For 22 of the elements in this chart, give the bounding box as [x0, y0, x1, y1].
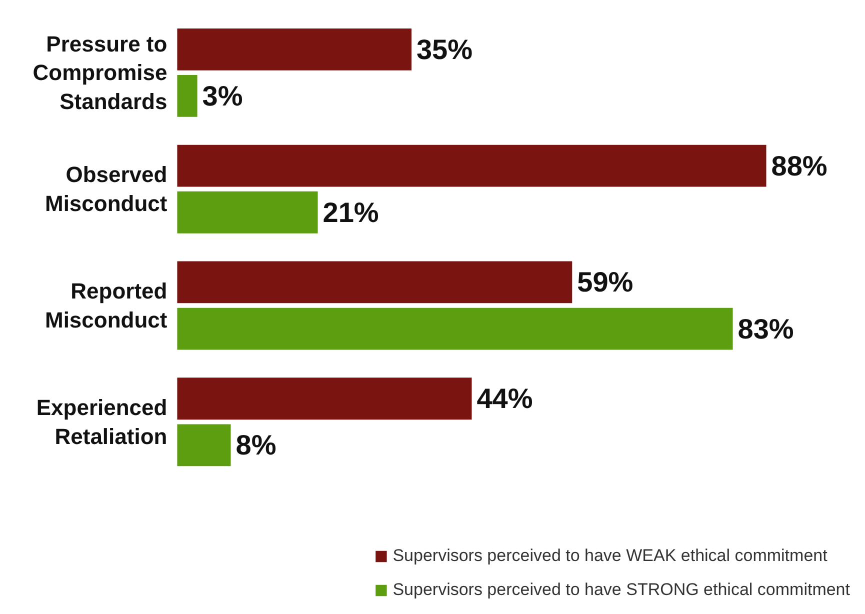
data-label: 44% — [476, 383, 533, 414]
data-label: 88% — [771, 150, 828, 182]
y-tick-label: Observed Misconduct — [44, 162, 168, 216]
y-tick-label: Pressure to Compromise Standards — [32, 31, 168, 114]
y-tick-label: Experienced Retaliation — [36, 395, 168, 449]
bar — [177, 191, 318, 234]
bar — [177, 28, 412, 70]
data-label: 8% — [236, 430, 276, 461]
data-label: 3% — [202, 80, 243, 112]
legend-label: Supervisors perceived to have WEAK ethical commitment — [392, 546, 828, 566]
bar — [177, 378, 472, 420]
bar — [177, 75, 198, 117]
data-label: 21% — [322, 196, 379, 228]
bar — [177, 261, 572, 304]
legend-label: Supervisors perceived to have STRONG ethical commitment — [392, 580, 850, 600]
y-tick-label: Reported Misconduct — [44, 278, 168, 332]
bar — [177, 424, 231, 466]
bar — [177, 308, 733, 350]
data-label: 59% — [577, 266, 634, 298]
data-label: 35% — [416, 34, 473, 65]
data-label: 83% — [738, 313, 794, 344]
bar — [177, 144, 766, 187]
